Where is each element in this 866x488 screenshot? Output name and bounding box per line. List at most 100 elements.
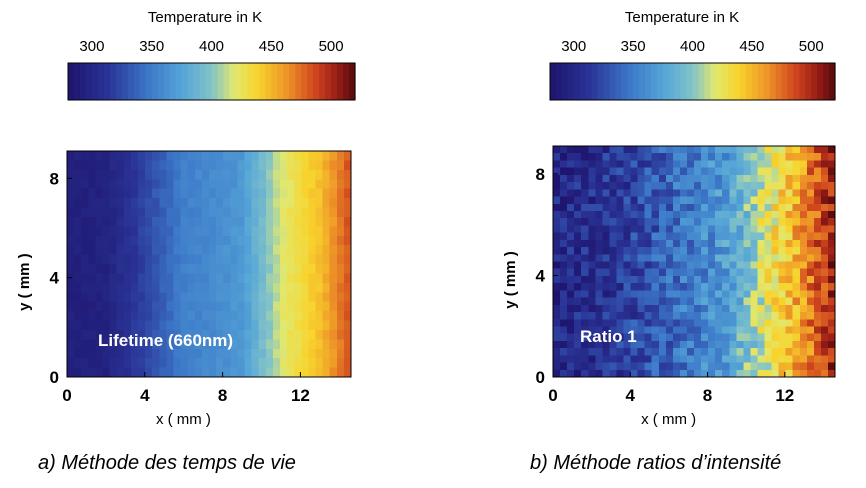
heatmap-cell	[173, 348, 182, 359]
heatmap-cell	[553, 247, 561, 255]
heatmap-cell	[665, 174, 674, 183]
heatmap-cell	[301, 367, 309, 378]
heatmap-cell	[308, 254, 316, 265]
heatmap-cell	[560, 283, 568, 291]
heatmap-cell	[152, 216, 160, 227]
heatmap-cell	[95, 348, 103, 359]
colorbar-segment	[585, 63, 593, 100]
heatmap-cell	[102, 348, 111, 359]
heatmap-cell	[336, 282, 345, 293]
heatmap-cell	[623, 304, 632, 313]
heatmap-cell	[665, 319, 674, 327]
heatmap-cell	[743, 312, 751, 320]
x-tick-label: 8	[703, 386, 712, 405]
heatmap-cell	[679, 210, 688, 219]
heatmap-cell	[201, 179, 210, 190]
heatmap-cell	[581, 182, 589, 190]
heatmap-cell	[708, 340, 716, 349]
heatmap-cell	[574, 348, 582, 356]
heatmap-cell	[581, 362, 589, 371]
heatmap-cell	[116, 235, 125, 246]
heatmap-cell	[329, 188, 338, 199]
heatmap-cell	[336, 198, 345, 208]
heatmap-cell	[778, 232, 787, 241]
heatmap-cell	[694, 268, 702, 277]
heatmap-cell	[95, 282, 103, 293]
heatmap-cell	[736, 232, 744, 241]
heatmap-cell	[694, 362, 702, 371]
heatmap-cell	[560, 348, 568, 356]
heatmap-cell	[722, 297, 730, 306]
heatmap-cell	[216, 273, 224, 284]
heatmap-cell	[686, 348, 695, 356]
heatmap-cell	[722, 333, 730, 342]
heatmap-cell	[581, 326, 589, 335]
heatmap-cell	[771, 275, 780, 284]
heatmap-cell	[827, 174, 836, 183]
heatmap-cell	[820, 369, 829, 378]
heatmap-cell	[686, 239, 695, 248]
heatmap-cell	[102, 179, 111, 190]
heatmap-cell	[581, 225, 589, 234]
heatmap-cell	[102, 198, 111, 208]
heatmap-cell	[701, 239, 709, 248]
heatmap-cell	[679, 196, 688, 205]
heatmap-cell	[785, 326, 794, 335]
heatmap-cell	[574, 232, 582, 241]
heatmap-cell	[315, 301, 324, 312]
heatmap-cell	[757, 340, 765, 349]
heatmap-cell	[109, 358, 118, 369]
heatmap-cell	[102, 235, 111, 246]
heatmap-cell	[123, 329, 132, 340]
heatmap-cell	[651, 297, 660, 306]
heatmap-cell	[750, 160, 758, 169]
heatmap-cell	[343, 339, 352, 350]
heatmap-cell	[265, 207, 274, 218]
heatmap-cell	[581, 203, 589, 212]
heatmap-cell	[322, 320, 331, 331]
heatmap-cell	[567, 340, 575, 349]
heatmap-cell	[123, 264, 132, 274]
heatmap-cell	[715, 283, 723, 291]
heatmap-cell	[216, 367, 224, 378]
heatmap-cell	[315, 151, 324, 161]
heatmap-cell	[722, 196, 730, 205]
heatmap-cell	[223, 169, 231, 180]
heatmap-cell	[729, 218, 737, 226]
heatmap-cell	[81, 245, 89, 256]
heatmap-cell	[223, 160, 231, 171]
heatmap-cell	[553, 268, 561, 277]
heatmap-cell	[644, 268, 653, 277]
heatmap-cell	[116, 348, 125, 359]
heatmap-cell	[750, 189, 758, 198]
heatmap-cell	[792, 203, 801, 212]
heatmap-cell	[729, 283, 737, 291]
heatmap-cell	[806, 340, 815, 349]
heatmap-cell	[166, 188, 174, 199]
heatmap-cell	[609, 225, 617, 234]
heatmap-cell	[280, 320, 288, 331]
heatmap-cell	[194, 160, 203, 171]
heatmap-cell	[209, 311, 217, 321]
heatmap-cell	[595, 340, 603, 349]
heatmap-cell	[567, 348, 575, 356]
heatmap-cell	[74, 169, 82, 180]
heatmap-cell	[679, 362, 688, 371]
heatmap-cell	[820, 247, 829, 255]
plot-frame	[552, 145, 836, 378]
heatmap-cell	[806, 239, 815, 248]
heatmap-cell	[806, 160, 815, 169]
heatmap-cell	[109, 198, 118, 208]
heatmap-cell	[616, 247, 624, 255]
heatmap-cell	[672, 290, 681, 299]
heatmap-cell	[651, 174, 660, 183]
heatmap-cell	[679, 304, 688, 313]
heatmap-cell	[701, 319, 709, 327]
heatmap-cell	[567, 362, 575, 371]
heatmap-cell	[588, 239, 596, 248]
colorbar-segment	[550, 63, 557, 100]
heatmap-cell	[560, 333, 568, 342]
heatmap-cell	[287, 320, 295, 331]
heatmap-cell	[67, 245, 75, 256]
heatmap-cell	[792, 348, 801, 356]
